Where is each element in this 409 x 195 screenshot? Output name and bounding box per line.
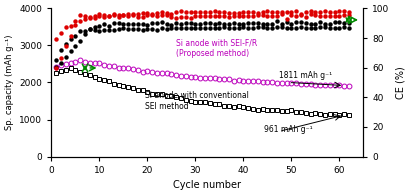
- X-axis label: Cycle number: Cycle number: [173, 180, 241, 190]
- Text: Si anode with conventional
SEI method: Si anode with conventional SEI method: [145, 91, 248, 112]
- Y-axis label: Sp. capacity (mAh g⁻¹): Sp. capacity (mAh g⁻¹): [5, 35, 14, 130]
- Text: 961 mAh g⁻¹: 961 mAh g⁻¹: [263, 125, 311, 134]
- Text: Si anode with SEI-F/R
(Proposed method): Si anode with SEI-F/R (Proposed method): [176, 38, 257, 58]
- Text: 1811 mAh g⁻¹: 1811 mAh g⁻¹: [279, 71, 331, 80]
- Y-axis label: CE (%): CE (%): [394, 66, 404, 99]
